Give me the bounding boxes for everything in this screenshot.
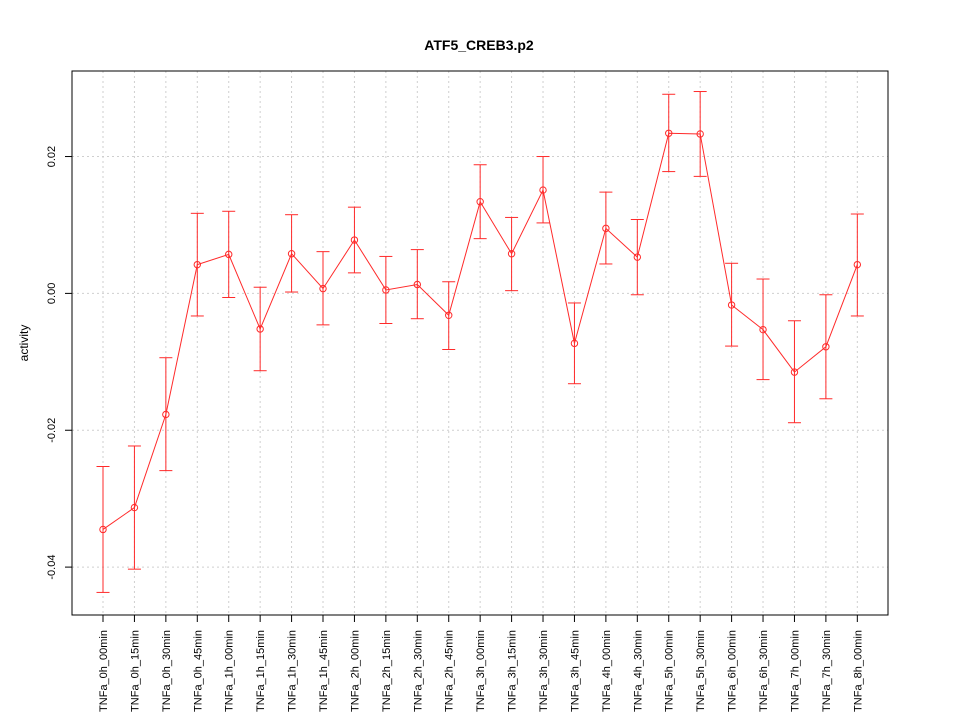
y-axis-label: activity xyxy=(17,325,31,362)
x-tick-label: TNFa_4h_30min xyxy=(632,630,644,712)
x-tick-label: TNFa_1h_45min xyxy=(318,630,330,712)
data-point xyxy=(665,129,673,137)
y-tick-label: -0.02 xyxy=(46,418,58,443)
x-tick-label: TNFa_3h_15min xyxy=(507,630,519,712)
data-point xyxy=(759,325,767,334)
x-axis: TNFa_0h_00min TNFa_0h_15min TNFa_0h_30min T… xyxy=(98,615,864,712)
x-tick-label: TNFa_1h_00min xyxy=(224,630,236,712)
data-point xyxy=(853,260,862,269)
data-point xyxy=(319,284,327,293)
data-point xyxy=(570,339,579,348)
x-tick-label: TNFa_2h_45min xyxy=(444,630,456,712)
data-point xyxy=(130,503,139,512)
x-tick-label: TNFa_7h_30min xyxy=(821,630,833,712)
data-point xyxy=(633,253,642,261)
x-tick-label: TNFa_6h_30min xyxy=(758,630,770,712)
x-tick-label: TNFa_0h_00min xyxy=(98,630,110,712)
x-tick-label: TNFa_5h_00min xyxy=(664,630,676,712)
x-tick-label: TNFa_8h_00min xyxy=(852,630,864,712)
x-tick-label: TNFa_0h_15min xyxy=(129,630,141,712)
y-tick-label: -0.04 xyxy=(46,555,58,580)
data-point xyxy=(99,525,107,534)
data-point xyxy=(225,250,233,259)
y-axis: -0.04 -0.02 0.00 0.02 xyxy=(46,146,72,580)
data-point xyxy=(445,311,453,319)
data-point xyxy=(602,224,610,233)
x-tick-label: TNFa_0h_45min xyxy=(192,630,204,712)
x-tick-label: TNFa_6h_00min xyxy=(727,630,739,712)
data-point xyxy=(256,325,264,333)
y-tick-label: 0.00 xyxy=(46,283,58,304)
series xyxy=(99,129,862,534)
data-point xyxy=(822,343,830,351)
data-point xyxy=(382,286,390,294)
y-tick-label: 0.02 xyxy=(46,146,58,167)
data-point xyxy=(790,368,799,376)
grid xyxy=(72,71,888,615)
data-point xyxy=(507,250,516,258)
data-point xyxy=(413,280,421,289)
data-point xyxy=(193,260,201,269)
data-point xyxy=(539,186,547,194)
data-point xyxy=(727,301,736,309)
data-point xyxy=(476,197,484,206)
data-point xyxy=(162,410,170,419)
data-point xyxy=(287,250,296,258)
x-tick-label: TNFa_2h_15min xyxy=(381,630,393,712)
x-tick-label: TNFa_3h_30min xyxy=(538,630,550,712)
x-tick-label: TNFa_1h_30min xyxy=(287,630,299,712)
data-point xyxy=(696,130,704,138)
chart-title: ATF5_CREB3.p2 xyxy=(424,37,534,53)
x-tick-label: TNFa_2h_00min xyxy=(349,630,361,712)
x-tick-label: TNFa_4h_00min xyxy=(601,630,613,712)
x-tick-label: TNFa_3h_00min xyxy=(475,630,487,712)
data-point xyxy=(350,236,359,244)
x-tick-label: TNFa_1h_15min xyxy=(255,630,267,712)
x-tick-label: TNFa_5h_30min xyxy=(695,630,707,712)
x-tick-label: TNFa_3h_45min xyxy=(569,630,581,712)
x-tick-label: TNFa_2h_30min xyxy=(412,630,424,712)
x-tick-label: TNFa_0h_30min xyxy=(161,630,173,712)
series-line xyxy=(102,132,858,530)
x-tick-label: TNFa_7h_00min xyxy=(789,630,801,712)
